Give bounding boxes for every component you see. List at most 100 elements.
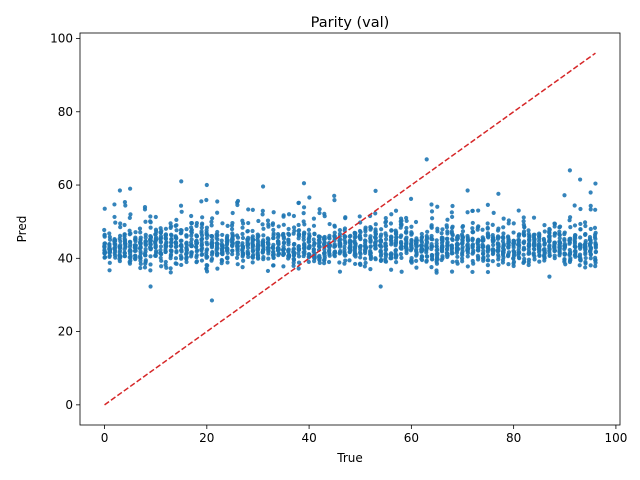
data-point — [389, 228, 394, 233]
data-point — [312, 240, 317, 246]
data-point — [389, 267, 394, 272]
data-point — [343, 241, 348, 246]
data-point — [501, 216, 506, 221]
data-point — [255, 244, 260, 249]
data-point — [419, 234, 425, 240]
data-point — [511, 221, 516, 226]
data-point — [148, 220, 153, 225]
data-point — [113, 220, 118, 225]
data-point — [275, 245, 281, 251]
data-point — [200, 252, 205, 257]
data-point — [209, 298, 215, 303]
data-point — [143, 219, 148, 224]
data-point — [271, 255, 276, 260]
data-point — [357, 228, 363, 234]
data-point — [127, 228, 132, 233]
data-point — [260, 239, 265, 245]
data-point — [194, 234, 200, 239]
data-point — [439, 257, 444, 263]
data-point — [271, 263, 276, 268]
data-point — [174, 250, 179, 255]
data-point — [368, 225, 373, 230]
data-point — [148, 225, 153, 230]
data-point — [516, 242, 521, 247]
data-point — [537, 238, 542, 244]
data-point — [506, 262, 511, 267]
data-point — [393, 239, 399, 245]
data-point — [358, 255, 363, 260]
data-point — [163, 242, 168, 247]
data-point — [188, 254, 194, 259]
data-point — [261, 233, 266, 238]
data-point — [184, 243, 189, 248]
data-point — [490, 259, 495, 264]
data-point — [449, 236, 455, 242]
data-point — [261, 226, 266, 231]
data-point — [388, 221, 394, 226]
data-point — [379, 227, 384, 232]
data-point — [404, 225, 409, 231]
data-point — [389, 238, 394, 243]
data-point — [450, 259, 455, 264]
data-point — [572, 203, 577, 208]
data-point — [245, 243, 250, 248]
data-point — [311, 216, 317, 221]
data-point — [430, 216, 435, 221]
data-point — [440, 247, 445, 252]
data-point — [393, 228, 398, 233]
data-point — [260, 243, 265, 248]
data-point — [224, 239, 229, 244]
data-point — [592, 225, 598, 230]
data-point — [127, 251, 133, 256]
data-point — [588, 190, 593, 195]
data-point — [240, 218, 245, 223]
data-point — [526, 241, 532, 246]
data-point — [199, 258, 205, 263]
data-point — [117, 248, 123, 253]
data-point — [419, 256, 424, 262]
data-point — [465, 188, 470, 193]
data-point — [148, 233, 153, 239]
data-point — [112, 214, 117, 220]
data-point — [137, 254, 143, 259]
data-point — [445, 243, 450, 248]
data-point — [547, 243, 552, 248]
data-point — [471, 261, 476, 266]
data-point — [404, 229, 409, 234]
data-point — [286, 242, 291, 247]
data-point — [465, 247, 470, 252]
data-point — [476, 248, 481, 253]
data-point — [240, 254, 245, 259]
data-point — [414, 236, 419, 241]
data-point — [102, 255, 107, 260]
data-point — [189, 213, 194, 219]
data-point — [399, 241, 404, 246]
data-point — [496, 262, 501, 267]
data-point — [414, 258, 419, 263]
data-point — [445, 231, 450, 236]
data-point — [250, 235, 255, 241]
data-point — [158, 248, 163, 253]
data-point — [368, 244, 373, 249]
data-point — [465, 250, 471, 256]
data-point — [563, 262, 568, 267]
data-point — [174, 228, 179, 233]
data-point — [526, 260, 531, 265]
data-point — [434, 238, 439, 243]
data-point — [481, 251, 486, 256]
data-point — [307, 234, 312, 239]
data-point — [496, 247, 501, 252]
data-point — [491, 242, 496, 248]
data-point — [532, 236, 537, 241]
data-point — [118, 225, 123, 230]
data-point — [102, 206, 107, 211]
data-point — [199, 242, 205, 247]
data-point — [204, 197, 209, 203]
data-point — [230, 248, 235, 253]
data-point — [271, 210, 276, 215]
data-point — [470, 251, 475, 256]
y-tick-label: 20 — [58, 325, 73, 339]
data-point — [174, 240, 179, 246]
data-point — [546, 234, 552, 239]
data-point — [583, 232, 588, 237]
